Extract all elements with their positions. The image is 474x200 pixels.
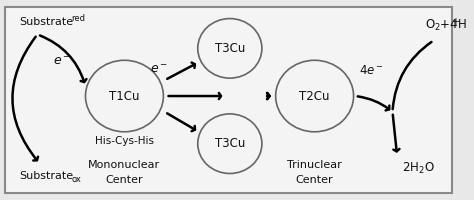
- Text: T3Cu: T3Cu: [215, 137, 245, 150]
- Text: His-Cys-His: His-Cys-His: [95, 136, 154, 146]
- Text: T1Cu: T1Cu: [109, 90, 140, 103]
- Text: T3Cu: T3Cu: [215, 42, 245, 55]
- Text: Substrate: Substrate: [19, 171, 73, 181]
- Text: red: red: [72, 14, 86, 23]
- FancyBboxPatch shape: [5, 7, 452, 193]
- Text: $e^-$: $e^-$: [54, 55, 72, 68]
- Text: +: +: [451, 17, 459, 27]
- Text: $e^-$: $e^-$: [150, 63, 168, 76]
- Text: Substrate: Substrate: [19, 17, 73, 27]
- Text: Trinuclear: Trinuclear: [287, 160, 342, 170]
- Text: ox: ox: [72, 175, 82, 184]
- Text: $4e^-$: $4e^-$: [359, 64, 384, 77]
- Text: Mononuclear: Mononuclear: [88, 160, 161, 170]
- Text: 2H$_2$O: 2H$_2$O: [401, 161, 434, 176]
- Text: O$_2$+4H: O$_2$+4H: [425, 18, 466, 33]
- Text: T2Cu: T2Cu: [300, 90, 330, 103]
- Text: Center: Center: [106, 175, 143, 185]
- Text: Center: Center: [296, 175, 333, 185]
